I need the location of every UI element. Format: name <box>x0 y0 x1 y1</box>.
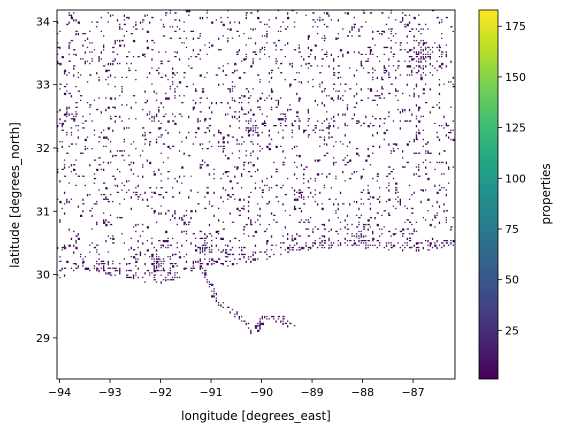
raster-cells <box>57 10 455 330</box>
x-tick-label: −89 <box>300 386 323 399</box>
x-tick-label: −87 <box>401 386 424 399</box>
colorbar-ticks: 25 50 75 100 125 150 175 <box>498 20 526 337</box>
y-tick-label: 32 <box>36 142 50 155</box>
x-tick-label: −94 <box>48 386 71 399</box>
y-axis-ticks: 29 30 31 32 33 34 <box>36 15 57 345</box>
plot-area <box>57 10 455 379</box>
colorbar <box>478 9 499 380</box>
colorbar-tick-label: 50 <box>505 274 519 287</box>
plot-frame <box>56 9 456 380</box>
x-axis-label: longitude [degrees_east] <box>181 409 331 423</box>
colorbar-tick-label: 175 <box>505 20 526 33</box>
x-tick-label: −92 <box>149 386 172 399</box>
y-tick-label: 30 <box>36 269 50 282</box>
colorbar-tick-label: 25 <box>505 324 519 337</box>
x-tick-label: −93 <box>98 386 121 399</box>
colorbar-tick-label: 100 <box>505 172 526 185</box>
colorbar-tick-label: 125 <box>505 122 526 135</box>
y-tick-label: 29 <box>36 332 50 345</box>
x-axis-ticks: −94 −93 −92 −91 −90 −89 −88 −87 <box>48 379 425 399</box>
x-tick-label: −88 <box>351 386 374 399</box>
y-tick-label: 33 <box>36 79 50 92</box>
x-tick-label: −91 <box>199 386 222 399</box>
raster-layer <box>57 10 455 335</box>
colorbar-tick-label: 150 <box>505 71 526 84</box>
raster-cells <box>57 10 455 332</box>
y-tick-label: 34 <box>36 15 50 28</box>
y-tick-label: 31 <box>36 205 50 218</box>
colorbar-label: properties <box>539 163 553 224</box>
x-tick-label: −90 <box>250 386 273 399</box>
y-axis-label: latitude [degrees_north] <box>8 122 22 268</box>
colorbar-tick-label: 75 <box>505 223 519 236</box>
